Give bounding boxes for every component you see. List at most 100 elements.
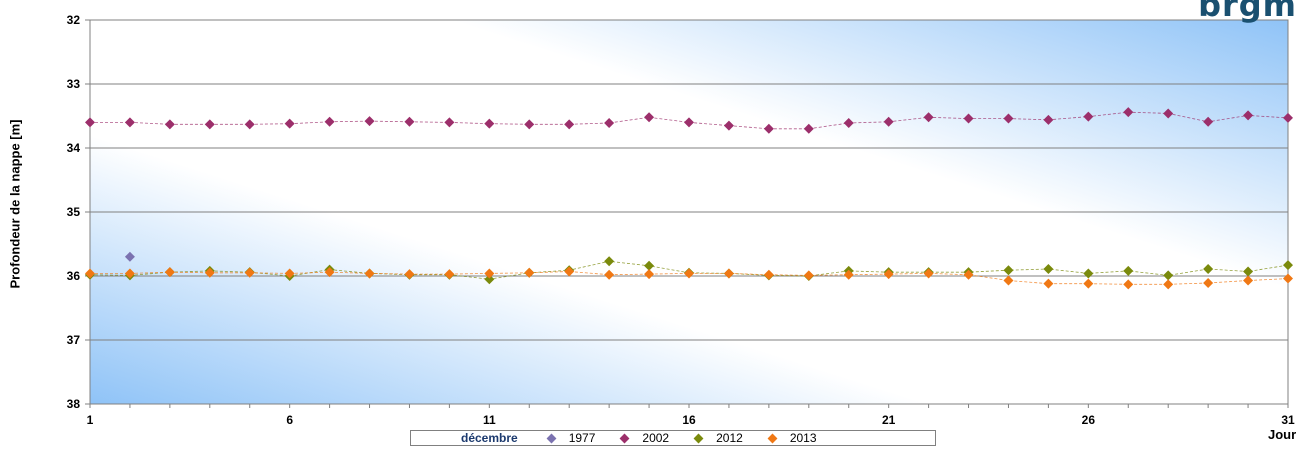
data-point-2013 [284,268,295,279]
x-axis-label: Jour [1268,427,1297,442]
data-point-2002 [244,119,255,130]
data-point-2013 [1083,278,1094,289]
data-point-2013 [723,268,734,279]
data-point-2013 [883,269,894,280]
data-point-2002 [923,112,934,123]
data-point-2013 [364,268,375,279]
x-tick-label: 31 [1281,413,1295,427]
data-point-2013 [1243,275,1254,286]
data-point-2012 [484,274,495,285]
legend-label-2012: 2012 [716,431,743,445]
legend: décembre 1977 2002 2012 2013 [410,430,936,446]
series-1977 [124,251,135,262]
data-point-2013 [923,268,934,279]
y-tick-label: 37 [67,333,81,347]
data-point-2002 [364,116,375,127]
data-point-2002 [644,112,655,123]
data-point-2013 [1203,278,1214,289]
data-point-2002 [843,118,854,129]
x-tick-label: 1 [87,413,94,427]
brgm-logo: brgm [1198,0,1297,24]
data-point-2012 [644,260,655,271]
legend-marker-2012 [693,433,704,443]
x-tick-label: 26 [1082,413,1096,427]
data-point-2002 [124,117,135,128]
data-point-2002 [883,116,894,127]
data-point-2012 [1043,263,1054,274]
legend-label-2002: 2002 [642,431,670,445]
data-point-2002 [1083,111,1094,122]
data-point-2002 [1123,107,1134,118]
data-point-2012 [1083,268,1094,279]
y-tick-label: 34 [67,141,81,155]
data-point-2012 [1203,263,1214,274]
x-tick-label: 6 [286,413,293,427]
legend-marker-2002 [619,433,630,443]
legend-marker-1977 [546,433,557,443]
data-point-2013 [524,267,535,278]
data-point-2012 [1163,270,1174,281]
legend-item-2002: 2002 [619,431,670,445]
grid-layer [90,83,1288,341]
data-point-2013 [244,267,255,278]
data-point-2013 [1123,279,1134,290]
data-point-2002 [963,113,974,124]
data-point-2002 [1043,114,1054,125]
data-point-2013 [843,269,854,280]
data-point-2013 [1283,273,1293,284]
data-point-2002 [1203,116,1214,127]
data-point-2013 [324,267,335,278]
y-tick-label: 36 [67,269,81,283]
data-point-2002 [1243,110,1254,121]
x-tick-label: 11 [483,413,496,427]
data-point-2013 [564,266,575,277]
data-point-2013 [124,268,135,279]
legend-item-2012: 2012 [693,431,743,445]
y-tick-label: 35 [67,205,81,219]
data-point-2002 [604,118,615,129]
data-point-1977 [124,251,135,262]
data-point-2012 [1283,260,1293,271]
data-point-2002 [803,123,814,134]
x-tick-label: 16 [682,413,696,427]
data-point-2002 [164,119,175,130]
data-point-2013 [204,267,215,278]
data-point-2002 [564,119,575,130]
data-point-2002 [404,116,415,127]
data-point-2002 [723,120,734,131]
y-axis-label-wrap: Profondeur de la nappe [m] [2,94,28,314]
data-point-2002 [324,116,335,127]
data-point-2013 [1163,279,1174,290]
data-point-2013 [963,269,974,280]
legend-item-2013: 2013 [767,431,817,445]
legend-label-1977: 1977 [568,431,596,445]
data-point-2002 [524,119,535,130]
y-tick-label: 38 [67,397,81,411]
data-point-2013 [164,267,175,278]
data-point-2002 [284,118,295,129]
data-point-2013 [644,269,655,280]
data-point-2002 [763,123,774,134]
data-point-2013 [803,270,814,281]
data-point-2013 [763,269,774,280]
data-point-2013 [404,269,415,280]
data-point-2013 [484,268,495,279]
data-point-2012 [1243,266,1254,277]
series-layer [85,107,1293,290]
data-point-2002 [444,117,455,128]
data-point-2013 [604,269,615,280]
data-point-2002 [204,119,215,130]
data-point-2013 [684,268,694,279]
data-point-2013 [85,268,95,279]
series-2013 [85,266,1293,290]
y-tick-label: 33 [67,77,81,91]
data-point-2002 [85,117,95,128]
data-point-2012 [1123,265,1134,276]
data-point-2012 [604,256,615,267]
x-tick-label: 21 [882,413,896,427]
legend-title: décembre [461,431,518,445]
data-point-2013 [1003,275,1014,286]
